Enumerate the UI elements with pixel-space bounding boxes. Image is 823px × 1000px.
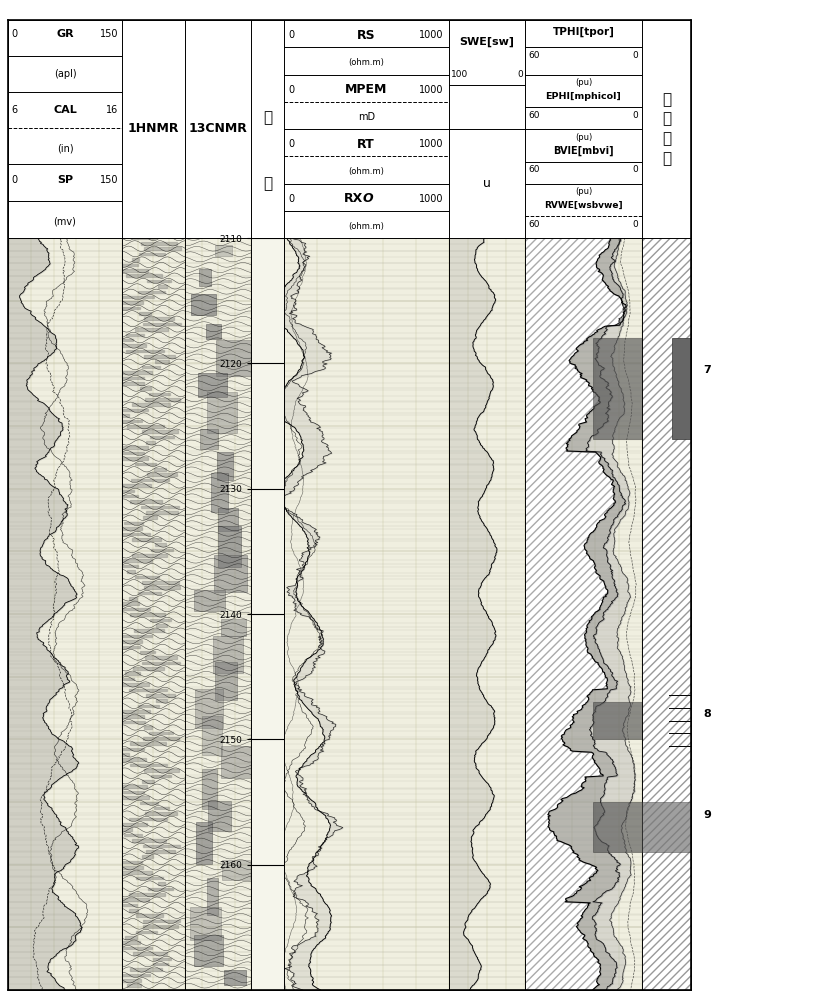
Text: 16: 16 (106, 105, 119, 115)
Text: (pu): (pu) (575, 133, 592, 142)
Text: RS: RS (357, 29, 375, 42)
Bar (593, 338, 642, 439)
Text: 0: 0 (517, 70, 523, 79)
Text: 0: 0 (289, 85, 295, 95)
Text: 60: 60 (528, 165, 540, 174)
Bar (642, 802, 691, 852)
Text: 0: 0 (289, 139, 295, 149)
Bar (222, 860, 249, 880)
Text: 0: 0 (12, 29, 18, 39)
Bar (194, 935, 222, 966)
Bar (221, 746, 252, 778)
Bar (191, 294, 216, 315)
Bar (198, 373, 227, 397)
Text: (apl): (apl) (53, 69, 77, 79)
Text: 0: 0 (633, 165, 639, 174)
Text: 0: 0 (289, 30, 295, 40)
Bar (216, 340, 251, 376)
Bar (202, 769, 216, 809)
Bar (193, 590, 225, 611)
Text: 6: 6 (12, 105, 18, 115)
Bar (207, 324, 221, 339)
Bar (211, 473, 228, 512)
Bar (218, 508, 239, 531)
Bar (215, 245, 232, 256)
Text: EPHI[mphicol]: EPHI[mphicol] (546, 92, 621, 101)
Bar (196, 822, 212, 864)
Text: 1000: 1000 (419, 194, 444, 204)
Bar (216, 662, 237, 700)
Text: u: u (483, 177, 491, 190)
Bar (207, 878, 218, 915)
Bar (217, 452, 233, 480)
Text: 60: 60 (528, 220, 540, 229)
Bar (194, 689, 223, 728)
Text: 井: 井 (263, 111, 272, 126)
Text: 0: 0 (12, 175, 18, 185)
Text: 150: 150 (100, 175, 119, 185)
Text: 8: 8 (704, 709, 711, 719)
Text: (ohm.m): (ohm.m) (348, 222, 384, 231)
Text: 60: 60 (528, 51, 540, 60)
Text: 7: 7 (704, 365, 711, 375)
Text: (in): (in) (57, 143, 73, 153)
Text: (ohm.m): (ohm.m) (348, 167, 384, 176)
Bar (224, 970, 246, 985)
Text: 1000: 1000 (419, 139, 444, 149)
Bar (212, 636, 244, 673)
Text: 0: 0 (633, 220, 639, 229)
Text: SP: SP (57, 175, 73, 185)
Text: 0: 0 (633, 51, 639, 60)
Bar (672, 338, 691, 439)
Text: 0: 0 (289, 194, 295, 204)
Bar (593, 802, 642, 852)
Bar (214, 555, 247, 592)
Text: (pu): (pu) (575, 187, 592, 196)
Bar (221, 619, 246, 636)
Text: TPHI[tpor]: TPHI[tpor] (552, 27, 615, 37)
Text: MPEM: MPEM (345, 83, 388, 96)
Text: RT: RT (357, 138, 375, 151)
Text: (ohm.m): (ohm.m) (348, 58, 384, 67)
Text: RX: RX (344, 192, 363, 205)
Text: (mv): (mv) (53, 217, 77, 227)
Text: SWE[sw]: SWE[sw] (459, 37, 514, 47)
Text: RVWE[wsbvwe]: RVWE[wsbvwe] (544, 201, 623, 210)
Bar (207, 801, 231, 831)
Text: 60: 60 (528, 111, 540, 120)
Bar (190, 907, 221, 940)
Bar (207, 392, 237, 433)
Text: BVIE[mbvi]: BVIE[mbvi] (553, 146, 614, 156)
Text: 9: 9 (704, 810, 712, 820)
Text: 1000: 1000 (419, 85, 444, 95)
Bar (199, 269, 211, 286)
Text: 13CNMR: 13CNMR (188, 122, 248, 135)
Text: 150: 150 (100, 29, 119, 39)
Text: 综
合
解
释: 综 合 解 释 (662, 92, 672, 166)
Bar (200, 429, 217, 449)
Text: (pu): (pu) (575, 78, 592, 87)
Text: 100: 100 (451, 70, 468, 79)
Bar (593, 702, 642, 739)
Text: 深: 深 (263, 176, 272, 191)
Bar (218, 526, 241, 567)
Text: 1000: 1000 (419, 30, 444, 40)
Text: 1HNMR: 1HNMR (128, 122, 179, 135)
Text: O: O (363, 192, 374, 205)
Text: CAL: CAL (53, 105, 77, 115)
Text: 0: 0 (633, 111, 639, 120)
Text: GR: GR (56, 29, 74, 39)
Text: mD: mD (358, 112, 374, 122)
Bar (202, 716, 221, 755)
